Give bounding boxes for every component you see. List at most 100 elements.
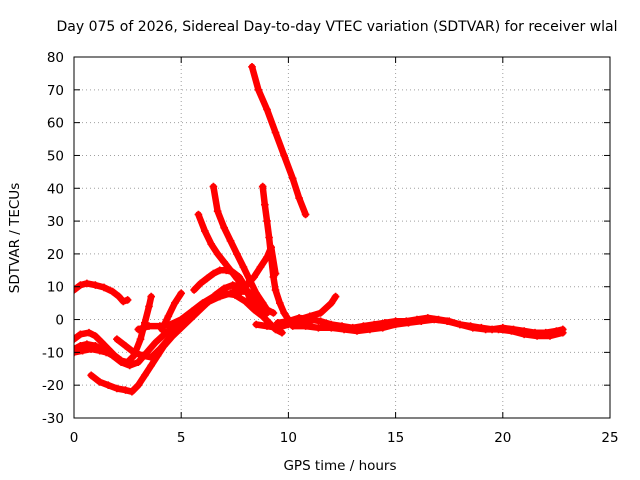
data-point-marker — [113, 335, 121, 343]
data-point-marker — [246, 289, 254, 298]
data-point-marker — [254, 86, 263, 94]
data-point-marker — [147, 353, 155, 362]
data-point-marker — [316, 309, 325, 317]
data-point-marker — [288, 322, 297, 330]
data-point-marker — [263, 217, 271, 225]
data-point-marker — [288, 174, 297, 183]
data-point-marker — [546, 332, 554, 340]
data-point-marker — [164, 335, 173, 343]
data-point-marker — [456, 320, 464, 329]
data-point-marker — [166, 320, 175, 329]
chart-title: Day 075 of 2026, Sidereal Day-to-day VTE… — [56, 19, 617, 35]
data-point-marker — [327, 323, 336, 332]
data-point-marker — [213, 250, 222, 258]
y-tick-label: 60 — [47, 116, 64, 132]
data-point-marker — [353, 327, 361, 335]
data-point-marker — [130, 348, 138, 357]
data-point-marker — [284, 317, 293, 325]
data-point-marker — [209, 269, 218, 278]
data-point-marker — [271, 128, 280, 137]
data-point-marker — [278, 328, 286, 337]
y-axis-label: SDTVAR / TECUs — [7, 183, 23, 293]
data-point-marker — [209, 182, 218, 191]
data-point-marker — [226, 266, 235, 275]
data-point-marker — [190, 286, 198, 294]
data-point-marker — [121, 386, 130, 394]
data-point-marker — [267, 243, 275, 252]
plot-frame — [73, 56, 611, 419]
data-point-marker — [276, 299, 284, 307]
data-point-marker — [233, 274, 241, 283]
data-point-marker — [533, 332, 541, 340]
data-point-marker — [177, 289, 185, 298]
y-tick-label: 0 — [55, 313, 64, 329]
data-point-marker — [119, 297, 128, 306]
y-tick-label: 80 — [47, 50, 64, 66]
data-point-marker — [301, 322, 310, 330]
y-tick-label: 40 — [47, 181, 64, 197]
data-point-marker — [91, 332, 100, 340]
y-tick-label: -30 — [42, 411, 64, 427]
data-point-marker — [366, 325, 374, 334]
x-axis-label: GPS time / hours — [283, 458, 396, 474]
data-point-marker — [507, 327, 516, 335]
data-point-marker — [134, 325, 143, 334]
data-point-marker — [194, 210, 203, 219]
data-point-marker — [156, 322, 164, 330]
data-point-marker — [87, 345, 95, 353]
data-point-marker — [108, 287, 117, 296]
series-arc-q — [289, 316, 567, 340]
data-point-marker — [559, 328, 567, 337]
data-point-marker — [520, 330, 528, 339]
data-point-marker — [207, 240, 215, 248]
y-tick-label: 10 — [47, 280, 64, 296]
data-point-marker — [316, 317, 325, 325]
data-point-marker — [263, 105, 271, 114]
data-point-marker — [271, 269, 280, 278]
data-point-marker — [241, 282, 250, 291]
data-point-marker — [209, 292, 218, 301]
y-tick-label: 30 — [47, 214, 64, 230]
data-point-marker — [74, 335, 78, 343]
data-point-marker — [125, 361, 134, 370]
data-point-marker — [108, 351, 117, 360]
data-point-marker — [85, 328, 93, 337]
data-point-marker — [102, 348, 110, 357]
data-point-marker — [164, 312, 173, 321]
data-point-marker — [87, 371, 95, 380]
data-point-marker — [123, 296, 132, 304]
data-point-marker — [136, 335, 145, 343]
data-point-marker — [258, 299, 267, 307]
data-point-marker — [171, 299, 179, 307]
data-point-marker — [391, 320, 400, 329]
data-point-marker — [314, 323, 323, 332]
data-series — [74, 63, 567, 396]
data-point-marker — [100, 283, 108, 292]
data-point-marker — [147, 361, 155, 370]
data-point-marker — [469, 323, 477, 332]
data-point-marker — [263, 305, 271, 314]
data-point-marker — [121, 342, 130, 350]
data-point-marker — [156, 345, 164, 353]
data-point-marker — [252, 289, 260, 298]
data-point-marker — [331, 292, 340, 301]
data-point-marker — [91, 281, 100, 289]
data-point-marker — [239, 263, 248, 271]
data-point-marker — [430, 315, 438, 324]
data-point-marker — [258, 312, 267, 321]
data-point-marker — [145, 322, 153, 330]
data-point-marker — [252, 320, 260, 329]
data-point-marker — [76, 281, 85, 289]
y-tick-label: 70 — [47, 83, 64, 99]
x-tick-label: 5 — [177, 430, 186, 446]
data-point-marker — [201, 227, 209, 235]
data-point-marker — [220, 258, 228, 266]
y-tick-label: -20 — [42, 378, 64, 394]
x-tick-label: 0 — [70, 430, 79, 446]
data-point-marker — [295, 194, 303, 202]
data-point-marker — [117, 358, 125, 366]
data-point-marker — [494, 325, 503, 334]
data-point-marker — [248, 63, 256, 71]
data-point-marker — [141, 371, 149, 380]
x-tick-label: 15 — [387, 430, 404, 446]
